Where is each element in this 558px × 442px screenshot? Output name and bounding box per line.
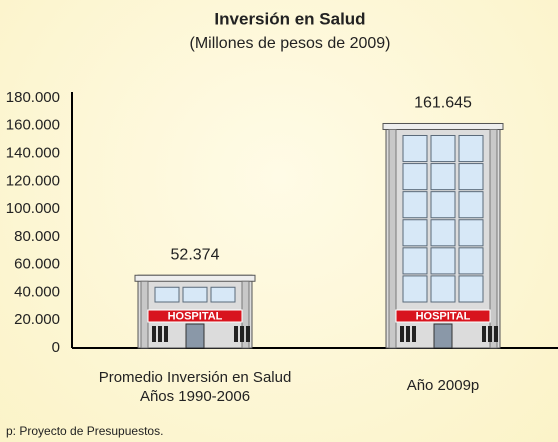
y-tick-label: 0 <box>52 339 60 356</box>
y-tick-label: 180.000 <box>6 89 60 106</box>
window <box>458 191 484 219</box>
value-label: 52.374 <box>171 246 220 263</box>
ground-window <box>494 326 498 342</box>
value-label: 161.645 <box>414 95 472 112</box>
ground-window <box>412 326 416 342</box>
y-tick-label: 140.000 <box>6 145 60 162</box>
y-tick-label: 100.000 <box>6 200 60 217</box>
sign <box>147 309 243 323</box>
ground-window <box>400 326 404 342</box>
door <box>185 323 205 349</box>
pillar <box>489 128 498 349</box>
y-tick-label: 40.000 <box>14 283 60 300</box>
window <box>458 163 484 191</box>
window <box>430 163 456 191</box>
window <box>402 191 428 219</box>
window <box>402 247 428 275</box>
sign <box>395 309 491 323</box>
window <box>430 191 456 219</box>
sign-text: HOSPITAL <box>416 310 471 322</box>
ground-window <box>482 326 486 342</box>
door <box>433 323 453 349</box>
chart-subtitle: (Millones de pesos de 2009) <box>189 35 390 52</box>
y-tick-label: 60.000 <box>14 256 60 273</box>
ground-window <box>240 326 244 342</box>
window <box>458 275 484 303</box>
pillar <box>388 128 397 349</box>
ground-window <box>234 326 238 342</box>
window <box>430 134 456 163</box>
window <box>430 219 456 247</box>
window <box>402 163 428 191</box>
window <box>458 219 484 247</box>
ground-window <box>406 326 410 342</box>
window <box>210 286 236 303</box>
y-tick-label: 80.000 <box>14 228 60 245</box>
window <box>430 247 456 275</box>
y-tick-label: 20.000 <box>14 311 60 328</box>
cornice <box>134 274 256 282</box>
window <box>182 286 208 303</box>
pillar <box>140 280 149 349</box>
window <box>430 275 456 303</box>
window <box>402 275 428 303</box>
window <box>402 219 428 247</box>
ground-window <box>488 326 492 342</box>
x-tick-label: Año 2009p <box>406 377 480 394</box>
window <box>402 134 428 163</box>
ground-window <box>246 326 250 342</box>
window <box>154 286 180 303</box>
ground-window <box>152 326 156 342</box>
y-tick-label: 160.000 <box>6 117 60 134</box>
sign-text: HOSPITAL <box>168 310 223 322</box>
ground-window <box>158 326 162 342</box>
x-tick-label: Promedio Inversión en Salud Años 1990-20… <box>98 369 292 405</box>
window <box>458 247 484 275</box>
ground-window <box>164 326 168 342</box>
window <box>458 134 484 163</box>
y-tick-label: 120.000 <box>6 172 60 189</box>
footnote: p: Proyecto de Presupuestos. <box>6 424 163 438</box>
chart-title: Inversión en Salud <box>214 9 365 28</box>
cornice <box>382 122 504 130</box>
